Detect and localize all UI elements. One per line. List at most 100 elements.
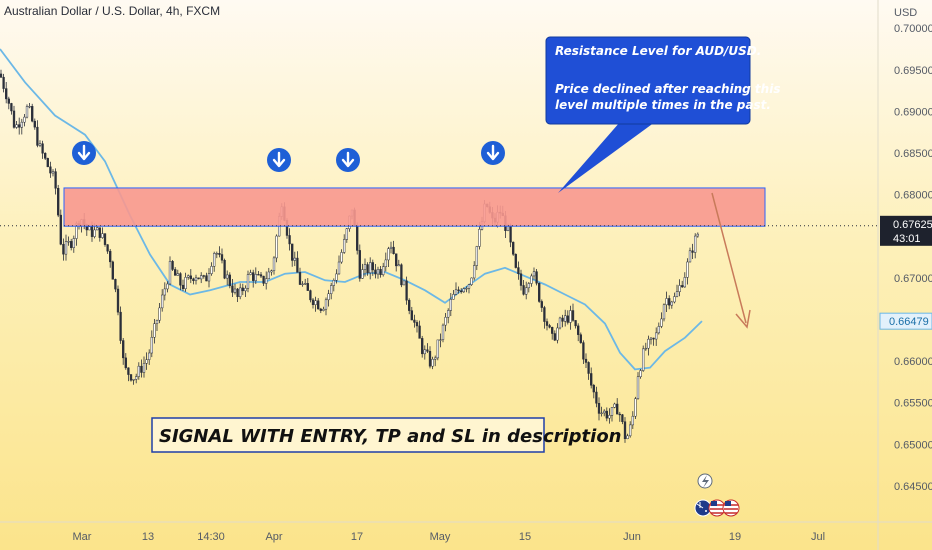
candle-body	[434, 357, 437, 360]
candle-body	[57, 187, 60, 216]
candle-body	[631, 415, 634, 426]
candle-body	[197, 277, 200, 280]
signal-text: SIGNAL WITH ENTRY, TP and SL in descript…	[159, 426, 622, 447]
y-tick-label: 0.64500	[894, 481, 932, 493]
candle-body	[405, 280, 408, 301]
y-tick-label: 0.69000	[894, 106, 932, 118]
candle-body	[553, 333, 556, 341]
x-tick-label: Jun	[623, 531, 641, 543]
candle-body	[145, 359, 148, 364]
candle-body	[397, 264, 400, 267]
candle-body	[449, 299, 452, 311]
candle-body	[532, 271, 536, 277]
candle-body	[49, 166, 52, 174]
candle-body	[233, 288, 237, 293]
candle-body	[629, 424, 632, 437]
sell-arrow-icon	[72, 141, 96, 165]
candle-body	[0, 73, 3, 78]
candle-body	[686, 261, 689, 278]
candle-body	[623, 421, 627, 439]
candle-body	[538, 282, 541, 302]
candle-body	[223, 259, 226, 279]
candle-body	[181, 284, 185, 289]
candle-body	[324, 299, 328, 310]
candle-body	[683, 277, 686, 288]
y-tick-label: 0.70000	[894, 23, 932, 35]
candle-body	[122, 340, 125, 359]
candle-body	[311, 299, 315, 305]
sell-arrow-icon	[481, 141, 505, 165]
candle-body	[636, 376, 640, 399]
candle-body	[465, 288, 468, 290]
candle-body	[691, 250, 694, 253]
candle-body	[163, 288, 166, 296]
candle-body	[46, 158, 49, 168]
candle-body	[569, 310, 572, 323]
candle-body	[202, 275, 205, 277]
resistance-zone	[63, 187, 766, 227]
x-tick-label: 15	[519, 531, 531, 543]
candle-body	[67, 241, 70, 243]
x-tick-label: Mar	[73, 531, 92, 543]
candle-body	[116, 288, 120, 313]
candle-body	[25, 106, 29, 118]
candle-body	[62, 243, 65, 255]
candle-body	[657, 326, 660, 334]
candle-body	[213, 253, 216, 267]
candle-body	[558, 317, 562, 329]
candle-body	[309, 290, 312, 301]
candle-body	[254, 274, 257, 281]
candle-body	[111, 261, 114, 280]
candle-body	[431, 359, 434, 367]
usa-flag-icon[interactable]	[722, 499, 740, 517]
currency-label: USD	[894, 7, 917, 19]
candle-body	[618, 413, 621, 416]
candle-body	[124, 357, 127, 369]
candle-body	[358, 250, 361, 279]
x-tick-label: 14:30	[197, 531, 225, 543]
candle-body	[597, 403, 601, 414]
callout-line-4: level multiple times in the past.	[555, 98, 771, 112]
candle-body	[200, 275, 203, 280]
candle-body	[548, 325, 551, 328]
x-tick-label: 13	[142, 531, 154, 543]
candle-body	[272, 257, 276, 271]
candle-body	[467, 284, 471, 289]
current-price-value: 0.67625	[893, 219, 932, 231]
candle-body	[249, 272, 252, 275]
candle-body	[665, 298, 668, 306]
lightning-icon[interactable]	[697, 473, 713, 489]
candle-body	[301, 283, 304, 285]
candle-body	[428, 351, 432, 367]
candle-body	[564, 315, 567, 322]
candle-body	[140, 365, 143, 373]
candle-body	[410, 310, 413, 321]
usa-flag-icon[interactable]	[708, 499, 726, 517]
candle-body	[551, 327, 554, 334]
candle-body	[184, 277, 187, 289]
candle-body	[166, 283, 169, 290]
candles-group	[0, 69, 699, 443]
candle-body	[374, 269, 377, 275]
candle-body	[444, 316, 447, 326]
candle-body	[10, 103, 13, 112]
candle-body	[694, 235, 697, 253]
candle-body	[161, 294, 164, 309]
candle-body	[88, 226, 91, 231]
candle-body	[376, 269, 380, 275]
candle-body	[389, 246, 393, 249]
candle-body	[675, 291, 679, 297]
candle-body	[337, 261, 341, 275]
candle-body	[44, 152, 47, 159]
candle-body	[70, 241, 73, 248]
candle-body	[571, 310, 575, 321]
candle-body	[426, 349, 429, 352]
candle-body	[478, 229, 481, 247]
x-tick-label: 17	[351, 531, 363, 543]
candle-body	[634, 398, 637, 417]
candle-body	[600, 412, 603, 414]
candle-body	[179, 273, 182, 286]
